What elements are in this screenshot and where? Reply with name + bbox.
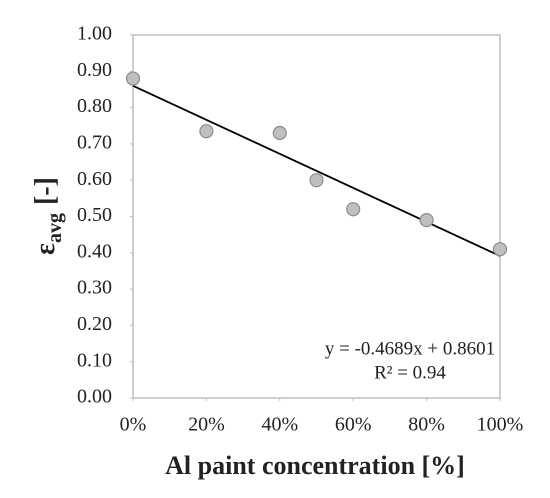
- x-tick-label: 20%: [188, 414, 225, 436]
- y-tick-label: 0.10: [77, 349, 112, 371]
- y-tick-label: 0.40: [77, 240, 112, 262]
- y-tick-label: 0.70: [77, 131, 112, 153]
- x-tick-label: 40%: [261, 414, 298, 436]
- data-point: [346, 202, 361, 217]
- y-tick-label: 0.90: [77, 59, 112, 81]
- y-subscript: avg: [44, 213, 66, 243]
- y-tick-label: 0.30: [77, 277, 112, 299]
- data-point: [272, 125, 287, 141]
- trendline: [132, 84, 501, 257]
- x-tick-label: 0%: [120, 414, 147, 436]
- trend-equation: y = -0.4689x + 0.8601: [325, 338, 495, 359]
- data-point: [309, 173, 324, 188]
- data-point: [125, 71, 141, 86]
- y-symbol: ε: [30, 243, 61, 255]
- y-tick-label: 0.00: [77, 386, 112, 408]
- y-axis-title: εavg [-]: [30, 177, 65, 255]
- y-tick-label: 0.20: [77, 313, 112, 335]
- x-tick-label: 60%: [335, 414, 372, 436]
- y-unit: [-]: [30, 177, 61, 205]
- data-point: [492, 242, 508, 257]
- x-tick-label: 100%: [477, 414, 524, 436]
- y-tick-label: 1.00: [77, 23, 112, 45]
- x-axis-title: Al paint concentration [%]: [165, 451, 465, 480]
- data-point: [199, 124, 214, 139]
- trend-r-squared: R² = 0.94: [374, 362, 446, 383]
- data-point: [419, 213, 434, 228]
- x-tick-label: 80%: [408, 414, 445, 436]
- y-tick-label: 0.50: [77, 204, 112, 226]
- y-tick-label: 0.80: [77, 95, 112, 117]
- y-axis-title-text: εavg [-]: [30, 177, 65, 255]
- y-tick-label: 0.60: [77, 168, 112, 190]
